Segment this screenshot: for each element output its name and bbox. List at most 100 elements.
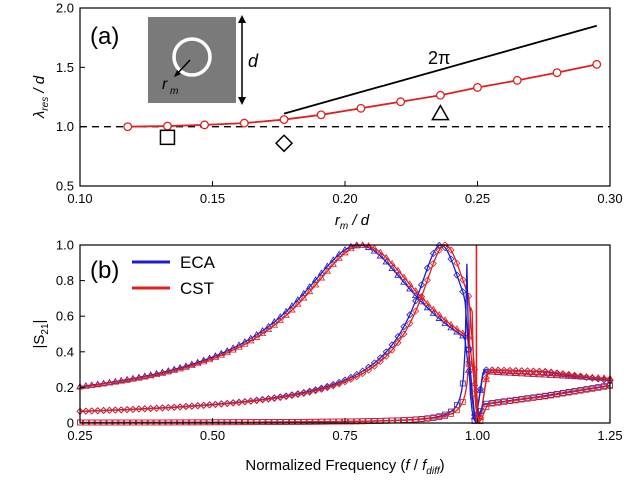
legend-eca-label: ECA (180, 253, 216, 272)
spectrum-marker (288, 391, 296, 399)
spectrum-marker (88, 407, 96, 415)
spectrum-marker (489, 400, 496, 407)
spectrum-marker (429, 309, 438, 316)
spectrum-marker (495, 399, 502, 406)
spectrum-marker (429, 305, 438, 312)
y-tick-label-b: 0 (67, 416, 74, 431)
spectrum-marker (541, 371, 549, 378)
spectrum-marker (270, 321, 279, 328)
spectrum-marker (152, 370, 161, 378)
spectrum-marker (441, 244, 449, 252)
spectrum-marker (276, 313, 284, 320)
spectrum-marker (306, 418, 313, 425)
spectrum-marker (417, 281, 426, 289)
spectrum-marker (524, 395, 531, 402)
spectrum-marker (429, 259, 437, 268)
spectrum-marker (577, 387, 584, 394)
x-tick-label-a: 0.25 (465, 191, 490, 206)
y-axis-label-a: λres / d (31, 75, 51, 119)
x-tick-label-b: 0.25 (67, 428, 92, 443)
inset-d-label: d (248, 51, 259, 71)
spectrum-marker (111, 406, 119, 414)
spectrum-marker (211, 353, 220, 360)
spectrum-marker (400, 278, 408, 285)
spectrum-marker (312, 418, 319, 425)
spectrum-marker (241, 398, 249, 406)
spectrum-marker (164, 404, 172, 412)
spectrum-marker (388, 264, 396, 271)
spectrum-line-cst (79, 244, 611, 421)
spectrum-marker (324, 418, 331, 425)
spectrum-marker (376, 248, 385, 255)
plot-frame-b (79, 244, 611, 424)
spectrum-marker (300, 294, 308, 301)
spectrum-marker (99, 380, 108, 387)
spectrum-marker (494, 366, 502, 374)
spectrum-marker (247, 337, 255, 344)
spectrum-marker (559, 390, 566, 397)
spectrum-marker (411, 287, 420, 294)
y-tick-label-a: 1.5 (56, 60, 74, 75)
spectrum-marker (164, 368, 173, 375)
spectrum-marker (382, 253, 390, 261)
spectrum-marker (601, 384, 608, 390)
spectrum-marker (146, 372, 155, 379)
spectrum-marker (595, 384, 602, 391)
spectrum-marker (252, 333, 261, 340)
spectrum-marker (341, 376, 349, 384)
spectrum-marker (93, 381, 102, 388)
spectrum-marker (241, 340, 249, 347)
spectrum-marker (288, 306, 296, 313)
spectrum-marker (542, 393, 549, 400)
spectrum-marker (82, 407, 90, 415)
spectrum-marker (353, 418, 360, 425)
spectrum-marker (535, 370, 544, 377)
spectrum-marker (270, 394, 278, 402)
spectrum-marker (105, 379, 114, 386)
spectrum-marker (441, 241, 449, 249)
spectrum-marker (146, 371, 155, 378)
spectrum-marker (105, 406, 114, 414)
spectrum-marker (194, 419, 201, 426)
spectrum-marker (164, 367, 173, 374)
spectrum-marker (294, 300, 302, 307)
spectrum-marker (406, 285, 414, 292)
spectrum-marker (512, 367, 520, 375)
spectrum-marker (506, 366, 514, 374)
spectrum-marker (382, 258, 390, 265)
spectrum-marker (270, 318, 279, 325)
spectrum-marker (300, 388, 308, 397)
spectrum-marker (364, 366, 373, 374)
spectrum-marker (200, 401, 208, 410)
x-tick-label-a: 0.20 (332, 191, 357, 206)
spectrum-marker (512, 397, 519, 404)
spectrum-marker (583, 386, 590, 393)
spectrum-marker (158, 404, 167, 412)
spectrum-marker (288, 302, 296, 309)
spectrum-marker (447, 246, 455, 254)
spectrum-marker (459, 380, 466, 387)
spectrum-marker (600, 375, 608, 383)
x-tick-label-a: 0.15 (200, 191, 225, 206)
spectrum-marker (554, 391, 560, 398)
inset-r-label: r (162, 76, 168, 93)
spectrum-marker (223, 349, 231, 356)
spectrum-marker (218, 419, 225, 426)
spectrum-marker (176, 364, 184, 371)
spectrum-marker (412, 416, 419, 423)
spectrum-marker (205, 401, 214, 409)
spectrum-marker (388, 346, 396, 354)
spectrum-marker (171, 419, 178, 426)
spectrum-marker (300, 418, 307, 425)
spectrum-marker (483, 404, 490, 411)
spectrum-marker (482, 366, 490, 374)
spectrum-marker (541, 367, 549, 375)
spectrum-marker (394, 266, 402, 273)
data-point (123, 122, 133, 132)
inset-d-arrowhead-bottom (238, 97, 246, 105)
spectrum-marker (517, 369, 526, 377)
spectrum-marker (117, 406, 125, 414)
spectrum-marker (435, 311, 443, 318)
spectrum-marker (465, 360, 472, 367)
spectrum-marker (423, 299, 432, 306)
